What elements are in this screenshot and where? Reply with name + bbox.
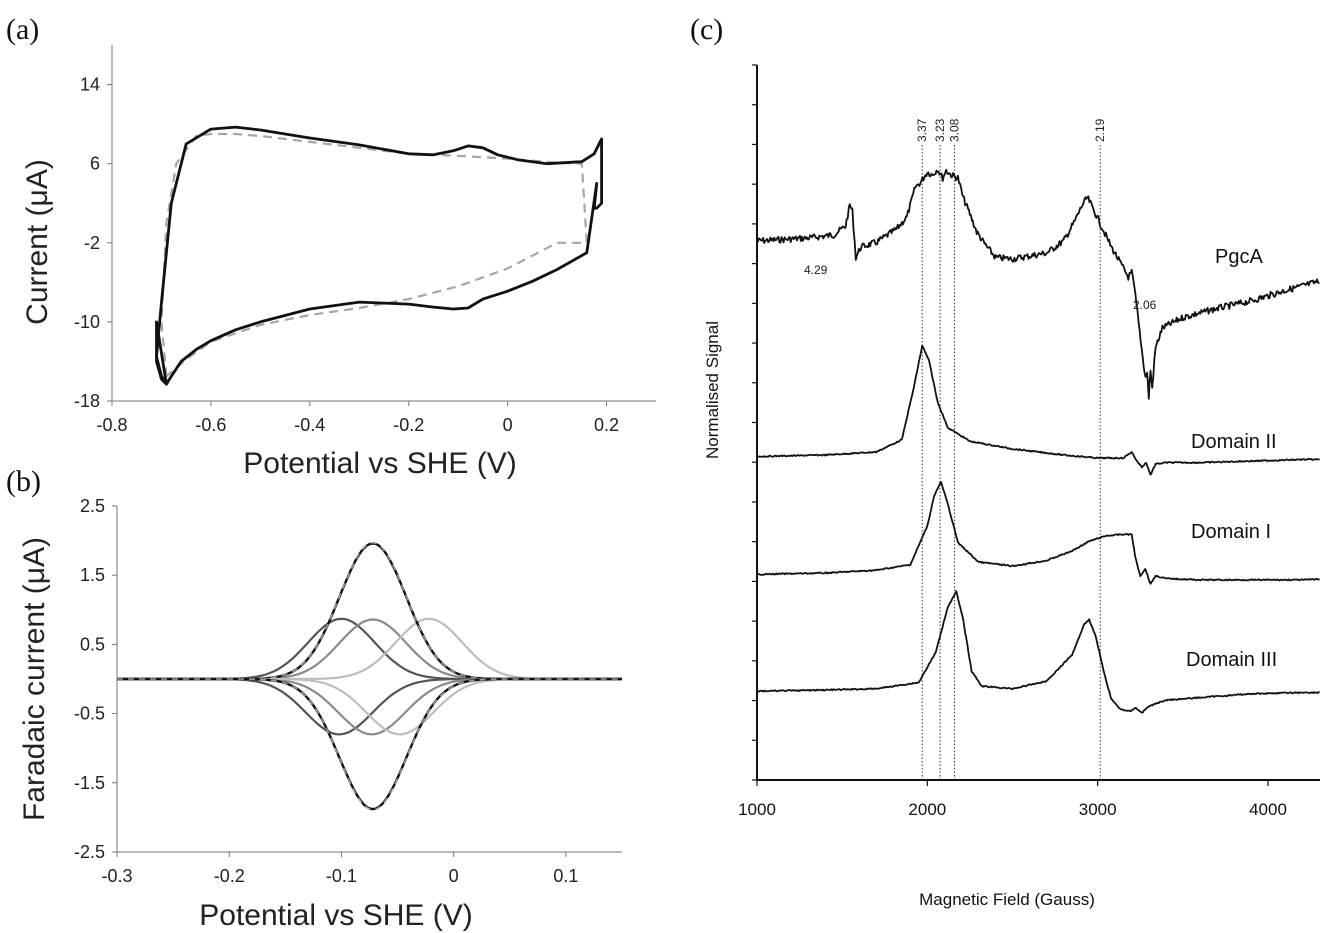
axes-a: -0.8 -0.6 -0.4 -0.2 0 0.2 -18 -10 -2 6 14 — [74, 45, 656, 435]
y-tick-label-b: -0.5 — [74, 704, 105, 724]
axes-c: 1000 2000 3000 4000 — [738, 64, 1320, 819]
series-component-ox-1 — [117, 617, 622, 681]
series-label: Domain III — [1186, 649, 1277, 671]
x-tick-label-b: 0.1 — [553, 866, 578, 886]
x-axis-title-a: Potential vs SHE (V) — [243, 447, 516, 480]
panel-label-b: (b) — [6, 465, 41, 498]
series-component-red-3 — [117, 677, 622, 736]
chart-panel-a: -0.8 -0.6 -0.4 -0.2 0 0.2 -18 -10 -2 6 14 Potentia… — [21, 45, 656, 480]
x-tick-label-a: -0.4 — [294, 415, 325, 435]
series-cv-a — [155, 125, 603, 386]
series-domain-i — [757, 481, 1320, 585]
series-fit-red — [117, 678, 622, 811]
y-axis-title-a: Current (μA) — [21, 159, 54, 325]
y-tick-label-a: 6 — [90, 154, 100, 174]
series-component-red-2 — [117, 677, 622, 736]
chart-panel-c: 1000 2000 3000 4000 3.37 3.23 3.08 2.19 PgcA Dom… — [703, 64, 1320, 909]
g-line-label: 2.19 — [1093, 118, 1107, 142]
series-total-ox — [117, 542, 622, 681]
series-domain-iii — [756, 590, 1320, 714]
y-tick-label-b: 0.5 — [80, 634, 105, 654]
x-tick-label-a: -0.8 — [96, 415, 127, 435]
x-tick-label-b: -0.1 — [326, 866, 357, 886]
series-component-red-1 — [117, 677, 622, 736]
panel-label-c: (c) — [690, 13, 723, 46]
y-axis-title-c: Normalised Signal — [703, 321, 722, 459]
y-axis-title-b: Faradaic current (μA) — [18, 537, 51, 821]
y-tick-label-b: 1.5 — [80, 565, 105, 585]
series-total-red — [117, 677, 622, 811]
y-tick-label-b: -1.5 — [74, 773, 105, 793]
series-label: Domain II — [1191, 431, 1277, 453]
annotation-g-4-29: 4.29 — [804, 263, 828, 277]
plot-area-a — [155, 125, 603, 386]
g-line-label: 3.37 — [915, 118, 929, 142]
x-tick-label-c: 3000 — [1079, 800, 1117, 819]
g-line-label: 3.08 — [948, 118, 962, 142]
y-tick-label-a: -18 — [74, 391, 100, 411]
series-label: Domain I — [1191, 521, 1271, 543]
x-tick-label-c: 2000 — [908, 800, 946, 819]
x-tick-label-a: -0.6 — [195, 415, 226, 435]
y-tick-label-b: -2.5 — [74, 842, 105, 862]
series-pgca — [756, 168, 1320, 400]
y-tick-label-a: -10 — [74, 312, 100, 332]
x-axis-title-b: Potential vs SHE (V) — [199, 899, 472, 932]
x-tick-label-a: -0.2 — [393, 415, 424, 435]
chart-panel-b: -0.3 -0.2 -0.1 0 0.1 -2.5 -1.5 -0.5 0.5 1.5 2.5 Po… — [18, 496, 622, 932]
y-tick-label-a: 14 — [80, 75, 100, 95]
series-domain-ii — [756, 344, 1320, 476]
x-tick-label-b: 0 — [449, 866, 459, 886]
series-fit-ox — [117, 541, 622, 680]
series-component-ox-3 — [117, 617, 622, 681]
series-label: PgcA — [1215, 246, 1263, 268]
panel-label-a: (a) — [6, 13, 39, 46]
x-tick-label-c: 1000 — [738, 800, 776, 819]
annotation-g-2-06: 2.06 — [1133, 298, 1157, 312]
x-tick-label-a: 0.2 — [594, 415, 619, 435]
series-baseline-a — [160, 132, 588, 378]
plot-area-b — [117, 541, 622, 811]
y-tick-label-b: 2.5 — [80, 496, 105, 516]
plot-area-c: 3.37 3.23 3.08 2.19 PgcA Domain II Domain I Dom… — [756, 118, 1320, 780]
axes-b: -0.3 -0.2 -0.1 0 0.1 -2.5 -1.5 -0.5 0.5 1.5 2.5 — [74, 496, 622, 886]
y-tick-label-a: -2 — [84, 233, 100, 253]
series-component-ox-2 — [117, 618, 622, 681]
g-line-label: 3.23 — [933, 118, 947, 142]
x-tick-label-b: -0.3 — [101, 866, 132, 886]
x-tick-label-c: 4000 — [1249, 800, 1287, 819]
x-tick-label-a: 0 — [503, 415, 513, 435]
x-tick-label-b: -0.2 — [214, 866, 245, 886]
x-axis-title-c: Magnetic Field (Gauss) — [919, 890, 1095, 909]
